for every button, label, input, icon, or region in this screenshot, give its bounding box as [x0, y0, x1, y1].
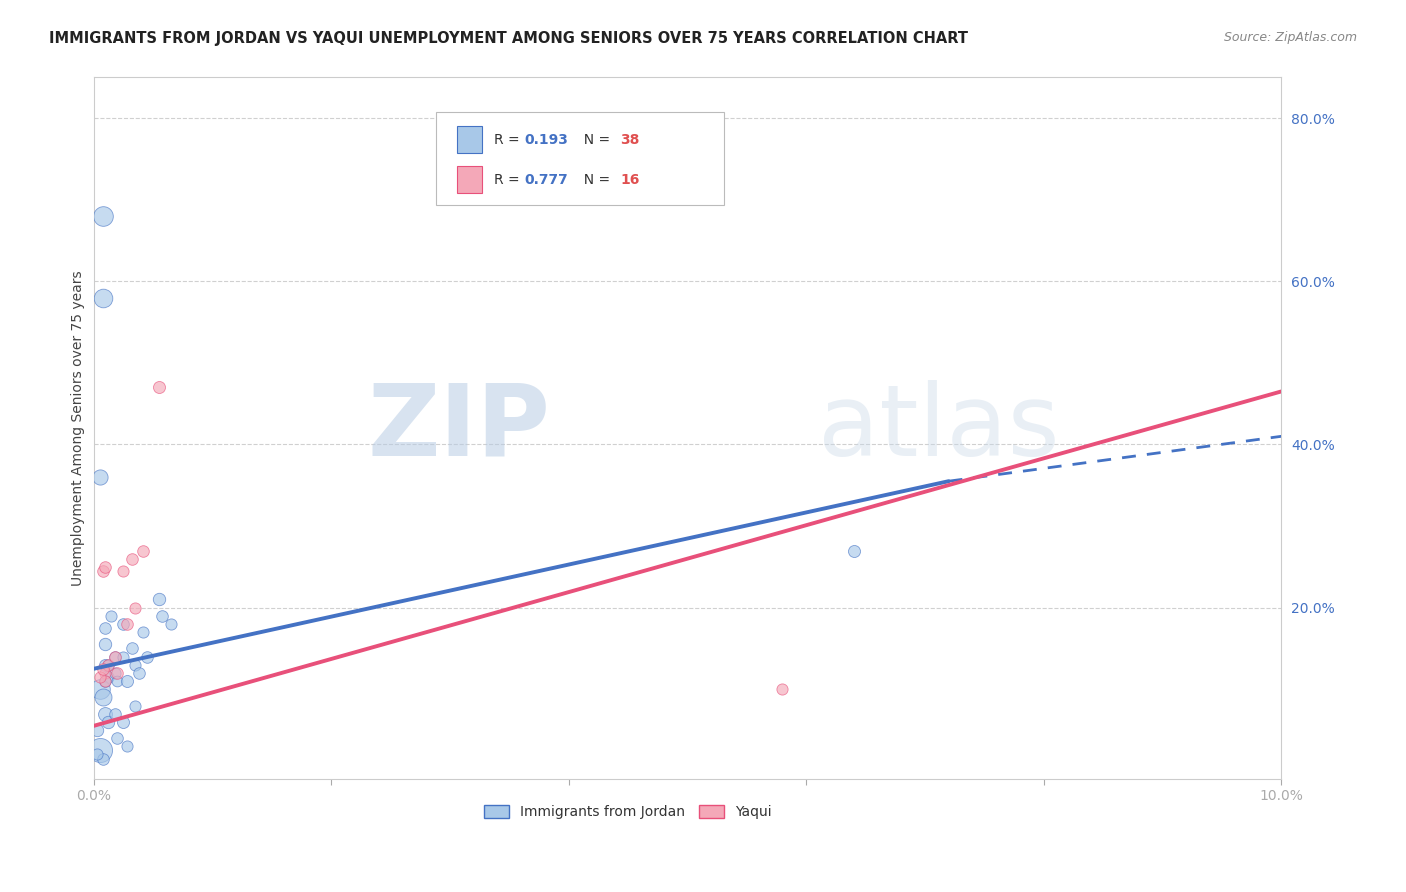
Point [97, 657, 120, 672]
Point [94, 621, 117, 635]
Point [91, 751, 114, 765]
Point [132, 543, 155, 558]
Point [112, 564, 135, 578]
Point [94, 637, 117, 651]
Point [121, 641, 143, 656]
Point [115, 616, 138, 631]
Point [94, 673, 117, 688]
Point [104, 649, 127, 664]
Point [124, 600, 146, 615]
Text: R =: R = [494, 133, 523, 146]
Point [124, 698, 146, 713]
Text: R =: R = [494, 172, 523, 186]
Point [105, 665, 128, 680]
Text: 16: 16 [620, 172, 640, 186]
Point [104, 665, 127, 680]
Y-axis label: Unemployment Among Seniors over 75 years: Unemployment Among Seniors over 75 years [72, 270, 86, 586]
Text: 0.193: 0.193 [524, 133, 568, 146]
Point [115, 673, 138, 688]
Point [97, 657, 120, 672]
Point [91, 564, 114, 578]
Point [105, 731, 128, 745]
Point [115, 739, 138, 754]
Point [89, 670, 111, 684]
Point [104, 706, 127, 721]
Point [91, 690, 114, 705]
Point [91, 662, 114, 676]
Point [89, 743, 111, 757]
Point [91, 209, 114, 223]
Point [128, 665, 150, 680]
Point [148, 592, 170, 607]
Point [112, 616, 135, 631]
Point [91, 291, 114, 305]
Point [94, 559, 117, 574]
Point [94, 673, 117, 688]
Point [112, 714, 135, 729]
Text: atlas: atlas [818, 380, 1060, 476]
Point [89, 682, 111, 697]
Text: ZIP: ZIP [368, 380, 551, 476]
Text: N =: N = [575, 172, 614, 186]
Point [132, 625, 155, 640]
Point [124, 657, 146, 672]
Text: 38: 38 [620, 133, 640, 146]
Point [105, 673, 128, 688]
Text: N =: N = [575, 133, 614, 146]
Text: IMMIGRANTS FROM JORDAN VS YAQUI UNEMPLOYMENT AMONG SENIORS OVER 75 YEARS CORRELA: IMMIGRANTS FROM JORDAN VS YAQUI UNEMPLOY… [49, 31, 969, 46]
Point [770, 682, 793, 697]
Point [94, 657, 117, 672]
Point [86, 723, 108, 737]
Point [121, 551, 143, 566]
Point [86, 747, 108, 762]
Point [94, 665, 117, 680]
Point [89, 470, 111, 484]
Point [100, 608, 122, 623]
Point [112, 649, 135, 664]
Point [97, 670, 120, 684]
Point [104, 649, 127, 664]
Point [152, 608, 174, 623]
Point [148, 380, 170, 394]
Point [94, 706, 117, 721]
Point [842, 543, 865, 558]
Text: 0.777: 0.777 [524, 172, 568, 186]
Point [136, 649, 159, 664]
Text: Source: ZipAtlas.com: Source: ZipAtlas.com [1223, 31, 1357, 45]
Point [97, 714, 120, 729]
Point [159, 616, 181, 631]
Legend: Immigrants from Jordan, Yaqui: Immigrants from Jordan, Yaqui [478, 799, 778, 824]
